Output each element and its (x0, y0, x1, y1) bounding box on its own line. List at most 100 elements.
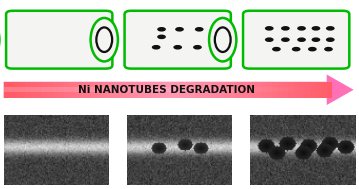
Bar (305, 82, 310, 98)
Bar (132, 87, 143, 92)
Bar (79, 87, 89, 92)
Bar (69, 82, 75, 98)
Bar (37, 82, 42, 98)
Circle shape (193, 45, 202, 50)
Ellipse shape (209, 18, 236, 61)
Bar (186, 87, 196, 92)
Bar (266, 82, 272, 98)
Bar (102, 82, 108, 98)
Bar (218, 87, 229, 92)
Bar (36, 87, 46, 92)
Circle shape (324, 47, 333, 51)
Bar (239, 82, 244, 98)
Bar (217, 82, 223, 98)
Bar (14, 82, 20, 98)
Bar (175, 87, 186, 92)
FancyBboxPatch shape (243, 11, 349, 69)
Bar (14, 87, 25, 92)
Bar (42, 82, 47, 98)
Bar (196, 87, 207, 92)
Bar (164, 87, 175, 92)
Bar (57, 87, 68, 92)
Bar (314, 87, 325, 92)
Circle shape (272, 47, 281, 51)
FancyBboxPatch shape (125, 11, 231, 69)
Bar (146, 82, 151, 98)
Bar (162, 82, 168, 98)
Bar (303, 87, 314, 92)
Bar (89, 87, 100, 92)
Circle shape (281, 37, 290, 42)
Bar (310, 82, 316, 98)
Circle shape (265, 26, 274, 31)
Bar (233, 82, 239, 98)
Bar (282, 87, 293, 92)
Bar (118, 82, 124, 98)
Bar (179, 82, 184, 98)
Bar (294, 82, 299, 98)
Circle shape (326, 37, 335, 42)
Bar (25, 82, 31, 98)
Bar (143, 87, 154, 92)
Circle shape (292, 47, 300, 51)
Circle shape (173, 45, 182, 50)
Bar (173, 82, 179, 98)
Bar (212, 82, 217, 98)
Bar (293, 87, 303, 92)
Circle shape (265, 37, 274, 42)
Bar (250, 82, 256, 98)
Bar (272, 82, 277, 98)
Bar (256, 82, 261, 98)
Bar (154, 87, 164, 92)
Circle shape (281, 26, 290, 31)
Circle shape (312, 26, 320, 31)
Bar (111, 87, 121, 92)
Bar (124, 82, 130, 98)
Bar (244, 82, 250, 98)
Bar (151, 82, 157, 98)
Bar (68, 87, 79, 92)
Bar (91, 82, 97, 98)
Bar (271, 87, 282, 92)
Bar (100, 87, 111, 92)
Bar (47, 82, 53, 98)
Circle shape (157, 27, 166, 32)
Ellipse shape (90, 18, 118, 61)
Bar (168, 82, 173, 98)
Bar (299, 82, 305, 98)
Bar (190, 82, 195, 98)
Bar (195, 82, 201, 98)
Circle shape (195, 27, 204, 32)
Bar (140, 82, 146, 98)
Bar (223, 82, 228, 98)
Bar (206, 82, 212, 98)
Circle shape (326, 26, 335, 31)
Bar (53, 82, 59, 98)
FancyBboxPatch shape (6, 11, 112, 69)
Bar (228, 87, 239, 92)
Bar (207, 87, 218, 92)
Ellipse shape (215, 27, 230, 52)
Circle shape (297, 37, 306, 42)
Bar (228, 82, 234, 98)
Bar (113, 82, 118, 98)
Bar (25, 87, 36, 92)
Bar (130, 82, 135, 98)
Bar (4, 82, 9, 98)
Bar (184, 82, 190, 98)
Bar (157, 82, 162, 98)
FancyArrow shape (4, 74, 354, 105)
Bar (64, 82, 69, 98)
Bar (75, 82, 80, 98)
Circle shape (312, 37, 320, 42)
Bar (239, 87, 250, 92)
Circle shape (175, 27, 184, 32)
Circle shape (157, 35, 166, 39)
Circle shape (308, 47, 317, 51)
Bar (58, 82, 64, 98)
Bar (288, 82, 294, 98)
Bar (86, 82, 91, 98)
Bar (31, 82, 37, 98)
Bar (97, 82, 102, 98)
Text: Ni NANOTUBES DEGRADATION: Ni NANOTUBES DEGRADATION (78, 85, 256, 95)
